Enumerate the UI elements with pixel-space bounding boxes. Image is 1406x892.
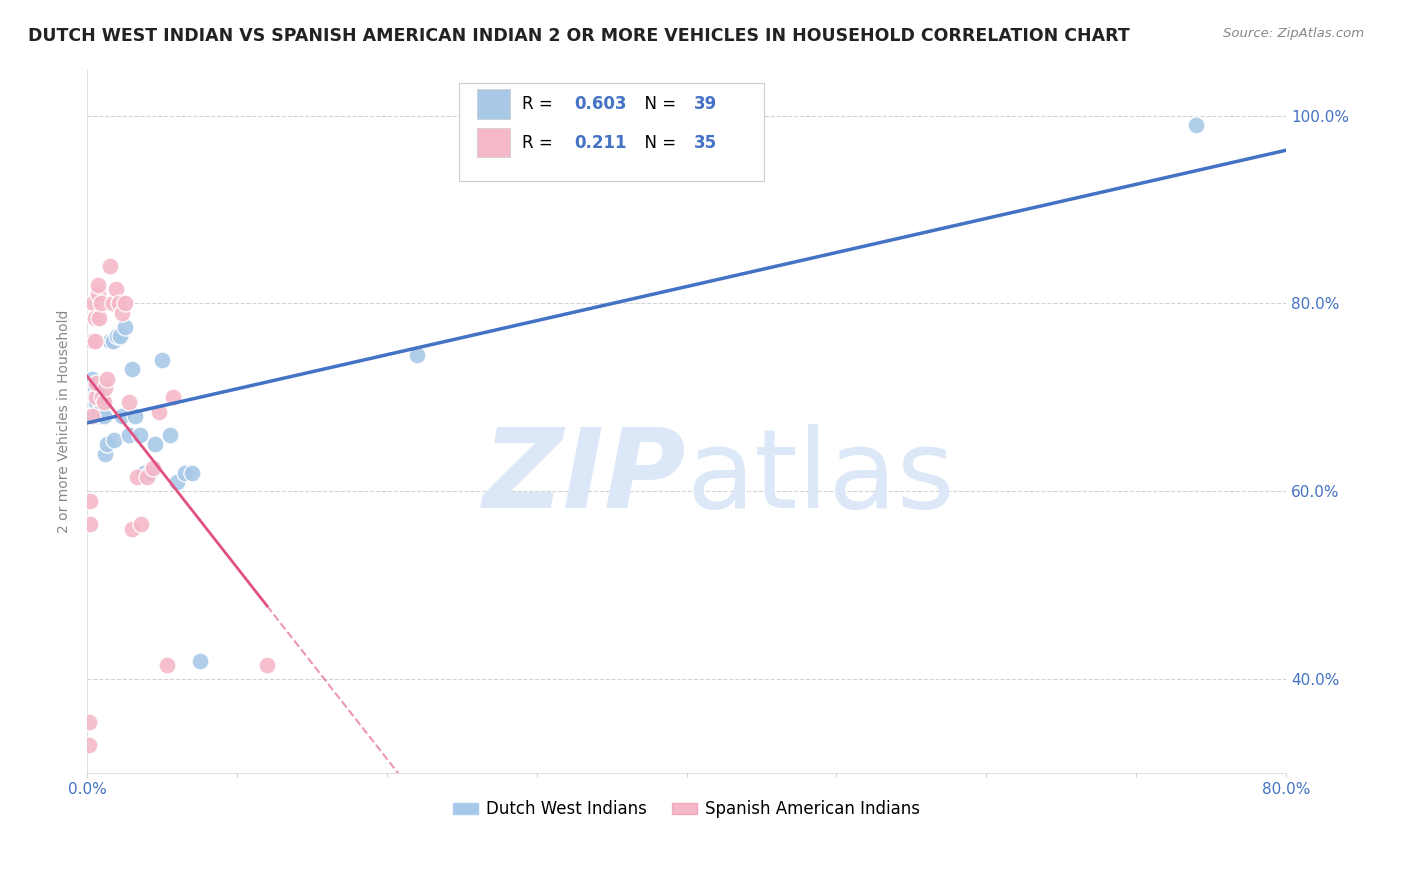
Point: [110, 409, 132, 424]
Point: [150, 352, 173, 367]
Text: 35: 35: [693, 134, 717, 152]
Point: [142, 461, 165, 475]
Point: [104, 282, 127, 296]
Point: [77, 714, 100, 729]
Point: [136, 470, 159, 484]
Text: DUTCH WEST INDIAN VS SPANISH AMERICAN INDIAN 2 OR MORE VEHICLES IN HOUSEHOLD COR: DUTCH WEST INDIAN VS SPANISH AMERICAN IN…: [28, 27, 1130, 45]
Point: [93, 395, 115, 409]
Point: [94, 447, 117, 461]
Point: [94, 381, 117, 395]
Text: atlas: atlas: [686, 424, 955, 531]
Point: [79, 517, 101, 532]
Point: [86, 287, 108, 301]
Point: [86, 409, 108, 424]
Point: [80, 395, 103, 409]
Point: [79, 494, 101, 508]
Point: [80, 409, 103, 424]
Point: [80, 372, 103, 386]
Point: [83, 391, 105, 405]
Point: [82, 409, 104, 424]
Text: R =: R =: [522, 95, 558, 112]
Point: [405, 348, 427, 362]
Point: [82, 296, 104, 310]
Point: [114, 296, 136, 310]
Point: [93, 409, 115, 424]
Point: [89, 310, 111, 325]
Text: ZIP: ZIP: [484, 424, 686, 531]
Point: [143, 437, 166, 451]
Point: [86, 277, 108, 292]
Point: [162, 391, 184, 405]
Point: [103, 433, 125, 447]
Point: [166, 475, 188, 489]
Point: [91, 391, 114, 405]
Point: [118, 395, 141, 409]
Text: 0.603: 0.603: [574, 95, 626, 112]
Point: [114, 320, 136, 334]
Text: Source: ZipAtlas.com: Source: ZipAtlas.com: [1223, 27, 1364, 40]
Point: [83, 381, 105, 395]
Point: [90, 381, 112, 395]
Point: [84, 400, 107, 414]
Point: [98, 259, 121, 273]
Point: [121, 522, 143, 536]
Legend: Dutch West Indians, Spanish American Indians: Dutch West Indians, Spanish American Ind…: [446, 794, 927, 825]
Y-axis label: 2 or more Vehicles in Household: 2 or more Vehicles in Household: [58, 310, 72, 533]
Point: [80, 334, 103, 348]
Point: [108, 329, 131, 343]
Point: [139, 466, 162, 480]
Point: [121, 362, 143, 376]
Text: 0.211: 0.211: [574, 134, 626, 152]
Text: N =: N =: [634, 134, 681, 152]
Text: 39: 39: [693, 95, 717, 112]
Point: [83, 310, 105, 325]
FancyBboxPatch shape: [477, 128, 510, 157]
Point: [124, 409, 146, 424]
Text: N =: N =: [634, 95, 681, 112]
Point: [77, 738, 100, 752]
Point: [91, 391, 114, 405]
Point: [125, 470, 148, 484]
Point: [107, 296, 129, 310]
Point: [98, 334, 121, 348]
Point: [148, 404, 170, 418]
Point: [1185, 118, 1208, 132]
Point: [188, 654, 211, 668]
Point: [181, 466, 204, 480]
Point: [89, 385, 111, 400]
Point: [118, 428, 141, 442]
Point: [79, 391, 101, 405]
Point: [256, 658, 278, 673]
Point: [129, 517, 152, 532]
Point: [159, 428, 181, 442]
Point: [83, 334, 105, 348]
Point: [84, 376, 107, 391]
Point: [91, 400, 114, 414]
Point: [132, 466, 155, 480]
Point: [101, 296, 124, 310]
Point: [84, 395, 107, 409]
Point: [128, 428, 150, 442]
Text: R =: R =: [522, 134, 564, 152]
Point: [84, 391, 107, 405]
Point: [90, 296, 112, 310]
Point: [101, 334, 124, 348]
FancyBboxPatch shape: [477, 89, 510, 119]
Point: [96, 372, 118, 386]
Point: [96, 437, 118, 451]
Point: [173, 466, 195, 480]
Point: [155, 658, 177, 673]
Point: [89, 404, 111, 418]
Point: [110, 306, 132, 320]
Point: [105, 329, 128, 343]
FancyBboxPatch shape: [458, 83, 765, 181]
